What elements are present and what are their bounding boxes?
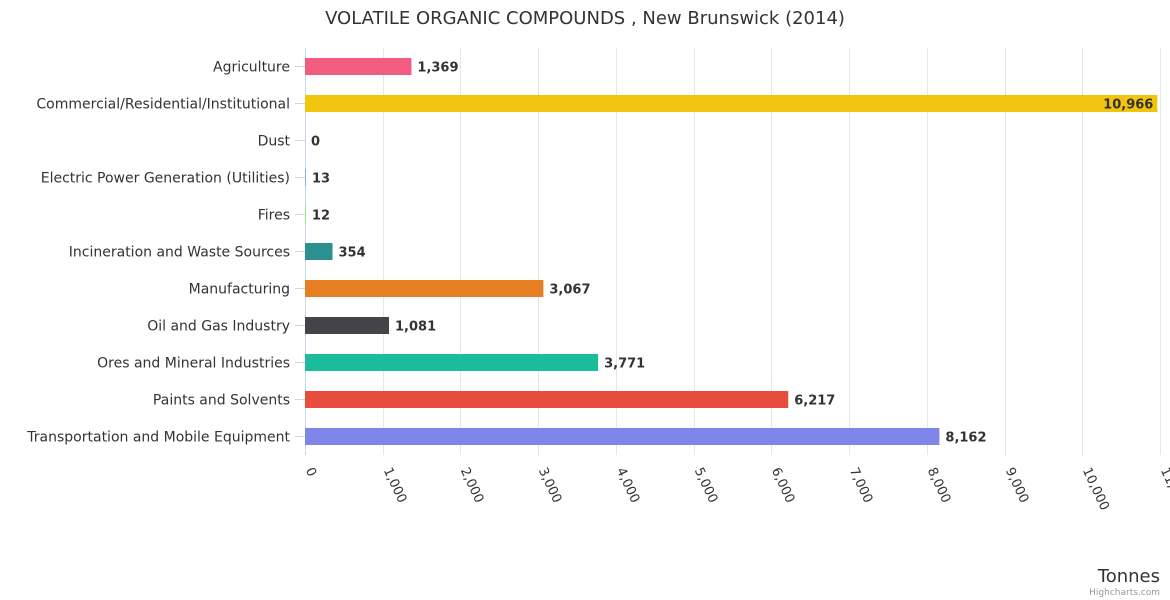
data-label: 1,081 (395, 320, 436, 335)
category-label: Paints and Solvents (153, 393, 290, 409)
data-label: 13 (312, 172, 330, 187)
bar[interactable] (305, 243, 333, 260)
category-label: Fires (258, 208, 290, 224)
bar[interactable] (305, 391, 789, 408)
data-label: 12 (312, 209, 330, 224)
x-axis-ticks: 0 1,000 2,000 3,000 4,000 5,000 6,000 7,000 8,00… (302, 465, 1170, 513)
data-label: 6,217 (794, 394, 835, 409)
category-label: Agriculture (213, 60, 290, 76)
x-tick-label: 0 (302, 465, 319, 479)
category-label: Incineration and Waste Sources (69, 245, 290, 261)
category-label: Electric Power Generation (Utilities) (41, 171, 290, 187)
x-tick-label: 5,000 (691, 465, 720, 505)
x-tick-label: 4,000 (613, 465, 642, 505)
category-label: Manufacturing (189, 282, 290, 298)
x-tick-label: 9,000 (1002, 465, 1031, 505)
category-label: Ores and Mineral Industries (97, 356, 290, 372)
data-label: 3,067 (549, 283, 590, 298)
data-label: 1,369 (417, 61, 458, 76)
bar[interactable] (305, 354, 599, 371)
data-label: 354 (339, 246, 366, 261)
category-label: Commercial/Residential/Institutional (36, 97, 290, 113)
x-tick-label: 10,000 (1079, 465, 1112, 513)
x-tick-label: 6,000 (768, 465, 797, 505)
x-tick-label: 3,000 (535, 465, 564, 505)
x-tick-label: 11,000 (1157, 465, 1170, 513)
bar[interactable] (305, 95, 1158, 112)
bar[interactable] (305, 317, 390, 334)
data-labels: 1,369 10,966 0 13 12 354 3,067 1,081 3,771 6,217 8… (311, 61, 1153, 446)
x-tick-label: 7,000 (846, 465, 875, 505)
bar[interactable] (305, 169, 307, 186)
x-tick-label: 1,000 (380, 465, 409, 505)
data-label: 3,771 (604, 357, 645, 372)
credits-link[interactable]: Highcharts.com (1089, 588, 1160, 598)
category-label: Oil and Gas Industry (147, 319, 290, 335)
bar[interactable] (305, 280, 544, 297)
chart-title: VOLATILE ORGANIC COMPOUNDS , New Brunswi… (325, 8, 845, 29)
data-label: 10,966 (1103, 98, 1153, 113)
category-label: Transportation and Mobile Equipment (26, 430, 290, 446)
bar[interactable] (305, 58, 412, 75)
category-label: Dust (258, 134, 291, 150)
data-label: 0 (311, 135, 320, 150)
x-tick-label: 8,000 (924, 465, 953, 505)
gridlines (305, 48, 1161, 455)
value-axis-title: Tonnes (1097, 566, 1160, 587)
bar[interactable] (305, 206, 306, 223)
data-label: 8,162 (945, 431, 986, 446)
x-tick-label: 2,000 (457, 465, 486, 505)
bars (305, 58, 1158, 445)
bar[interactable] (305, 428, 940, 445)
category-labels: Agriculture Commercial/Residential/Instit… (26, 60, 305, 446)
